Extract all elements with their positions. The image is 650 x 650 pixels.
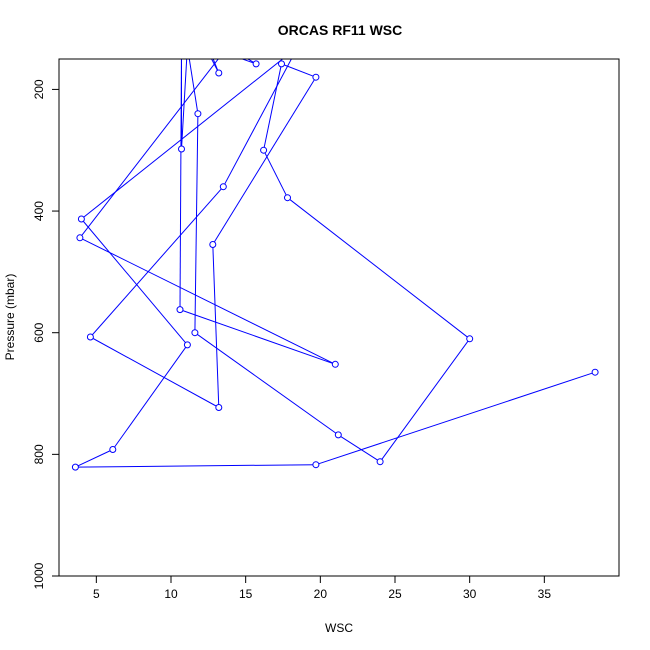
data-point bbox=[376, 458, 384, 466]
y-tick-label: 200 bbox=[32, 79, 46, 99]
data-point bbox=[77, 215, 85, 223]
data-point bbox=[183, 341, 191, 349]
data-point bbox=[76, 234, 84, 242]
data-point bbox=[252, 60, 260, 68]
series-line-segment bbox=[79, 237, 336, 365]
series-line-segment bbox=[188, 59, 199, 114]
data-point bbox=[278, 60, 285, 68]
series-line-segment bbox=[75, 464, 316, 468]
data-point bbox=[71, 463, 79, 471]
series-line-segment bbox=[75, 449, 114, 468]
series-line-segment bbox=[194, 332, 339, 436]
series-line-segment bbox=[263, 63, 282, 151]
series-line-segment bbox=[81, 59, 284, 220]
series-line-segment bbox=[79, 59, 219, 239]
data-point bbox=[312, 461, 320, 469]
y-axis-label: Pressure (mbar) bbox=[3, 274, 17, 361]
data-point bbox=[191, 329, 199, 337]
y-tick-label: 800 bbox=[32, 444, 46, 464]
series-line-segment bbox=[90, 186, 224, 338]
series-line-segment bbox=[181, 59, 188, 150]
x-tick-label: 35 bbox=[538, 587, 552, 601]
series-line-segment bbox=[263, 149, 288, 198]
series-line-segment bbox=[81, 218, 188, 346]
data-layer bbox=[71, 59, 599, 471]
y-tick-label: 1000 bbox=[32, 562, 46, 589]
series-line-segment bbox=[212, 59, 220, 74]
series-line-segment bbox=[179, 309, 336, 365]
series-line-segment bbox=[281, 63, 317, 78]
data-point bbox=[215, 69, 223, 77]
series-line-segment bbox=[212, 76, 317, 245]
series-line-segment bbox=[240, 59, 257, 65]
data-point bbox=[466, 335, 474, 343]
data-point bbox=[215, 404, 223, 411]
data-point bbox=[591, 368, 599, 376]
x-tick-label: 10 bbox=[164, 587, 178, 601]
data-point bbox=[331, 360, 339, 368]
data-point bbox=[209, 241, 217, 248]
data-point bbox=[219, 183, 227, 191]
data-point bbox=[334, 431, 342, 439]
y-axis: 200 400 600 800 1000 bbox=[32, 79, 59, 589]
x-tick-label: 30 bbox=[463, 587, 477, 601]
chart-title: ORCAS RF11 WSC bbox=[278, 22, 402, 38]
data-point bbox=[312, 73, 320, 81]
data-point bbox=[260, 146, 268, 154]
data-point bbox=[178, 145, 185, 153]
series-line-segment bbox=[212, 244, 220, 408]
data-point bbox=[176, 306, 184, 314]
x-axis-label: WSC bbox=[325, 621, 353, 635]
data-point bbox=[86, 333, 94, 341]
data-point bbox=[284, 194, 291, 202]
x-tick-label: 20 bbox=[314, 587, 328, 601]
x-tick-label: 15 bbox=[239, 587, 253, 601]
x-axis: 5 10 15 20 25 30 35 bbox=[93, 575, 552, 601]
y-tick-label: 600 bbox=[32, 322, 46, 342]
series-line-segment bbox=[338, 434, 381, 463]
series-line-segment bbox=[379, 338, 471, 462]
series-line-segment bbox=[90, 336, 220, 408]
series-line-segment bbox=[246, 59, 257, 65]
x-tick-label: 25 bbox=[388, 587, 402, 601]
data-point bbox=[194, 110, 202, 118]
x-tick-label: 5 bbox=[93, 587, 100, 601]
series-line-segment bbox=[194, 113, 199, 333]
y-tick-label: 400 bbox=[32, 201, 46, 221]
data-point bbox=[109, 446, 117, 453]
plot-frame bbox=[58, 58, 620, 577]
series-line-segment bbox=[112, 344, 188, 450]
series-line-segment bbox=[222, 59, 292, 187]
series-line-segment bbox=[287, 197, 471, 340]
series-line-segment bbox=[315, 371, 596, 466]
